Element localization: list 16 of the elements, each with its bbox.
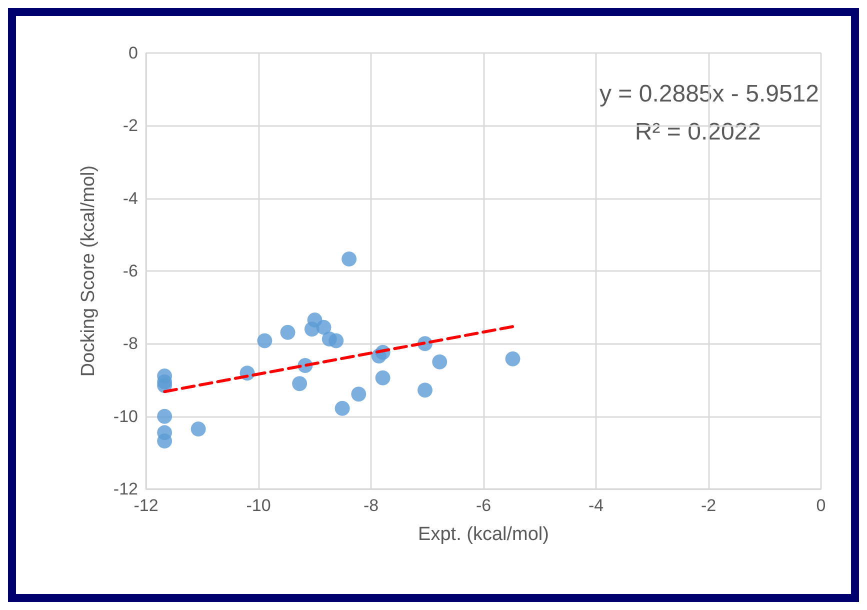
y-tick-label: -12 bbox=[113, 480, 138, 498]
y-tick-label: -4 bbox=[122, 188, 138, 208]
x-tick-label: -4 bbox=[588, 496, 604, 515]
x-axis-title: Expt. (kcal/mol) bbox=[418, 524, 549, 545]
y-tick-label: -6 bbox=[122, 262, 138, 280]
y-axis-title: Docking Score (kcal/mol) bbox=[78, 165, 99, 377]
y-tick-label: -10 bbox=[113, 406, 138, 426]
x-tick-label: -6 bbox=[476, 496, 492, 515]
y-tick-label: -2 bbox=[122, 116, 138, 136]
x-tick-label: -2 bbox=[700, 496, 716, 515]
x-tick-label: 0 bbox=[816, 496, 826, 515]
annotation: y = 0.2885x - 5.9512 bbox=[600, 80, 820, 108]
y-tick-label: -8 bbox=[122, 334, 138, 354]
y-tick-label: 0 bbox=[128, 44, 138, 62]
x-tick-label: -8 bbox=[363, 496, 379, 515]
x-tick-label: -10 bbox=[246, 496, 271, 515]
